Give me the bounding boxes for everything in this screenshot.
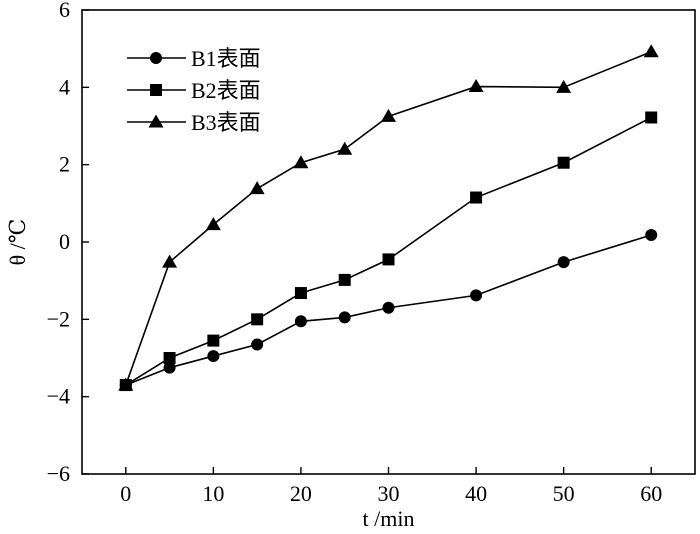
legend-item: B2表面 [127,78,261,103]
data-point [470,191,483,204]
data-point [207,350,220,363]
legend-item: B3表面 [127,110,261,135]
series-1 [119,229,658,392]
data-point [468,79,484,93]
data-point [645,229,658,242]
y-tick-label: −2 [47,306,70,331]
data-point [163,352,176,364]
data-point [205,217,221,231]
data-point [207,334,220,347]
data-point [338,273,351,286]
x-tick-label: 40 [465,481,487,506]
y-axis-title: θ /℃ [5,219,30,266]
plot-frame [81,9,696,475]
series-2 [119,111,658,392]
data-point [293,155,309,169]
legend-label: B1表面 [191,46,261,71]
legend-label: B3表面 [191,110,261,135]
data-point [382,253,395,266]
legend-item: B1表面 [127,46,261,71]
x-tick-label: 60 [640,481,662,506]
legend-marker [150,52,162,64]
x-tick-label: 50 [553,481,575,506]
data-point [294,287,307,300]
data-point [249,181,265,195]
data-point [470,289,483,302]
x-axis-title: t /min [363,506,415,531]
data-point [557,256,570,269]
data-point [643,44,659,58]
data-point [251,313,264,326]
data-point [337,141,353,155]
data-point [556,79,572,93]
y-tick-label: 4 [59,74,70,99]
plot-area [81,9,696,475]
legend-label: B2表面 [191,78,261,103]
series-line [125,51,652,386]
x-tick-label: 10 [202,481,224,506]
data-point [294,315,307,328]
data-point [381,108,396,122]
x-tick-label: 20 [290,481,312,506]
y-tick-label: 6 [59,0,70,22]
y-tick-label: −6 [47,461,70,486]
x-tick-label: 30 [378,481,400,506]
data-point [645,111,658,124]
legend: B1表面 B2表面 B3表面 [127,46,261,135]
series-line [125,116,652,386]
legend-marker [150,84,162,96]
data-point [163,361,176,374]
y-tick-label: −4 [47,384,70,409]
data-point [118,377,134,391]
data-point [162,254,178,268]
x-tick-label: 0 [120,481,131,506]
data-point [382,301,395,314]
legend-marker [148,114,164,128]
data-point [338,311,351,324]
series-3 [118,44,659,391]
y-tick-label: 2 [59,152,70,177]
series-line [125,234,652,386]
data-point [251,338,264,351]
series-group [118,44,659,392]
data-point [557,156,570,169]
y-tick-label: 0 [59,229,70,254]
